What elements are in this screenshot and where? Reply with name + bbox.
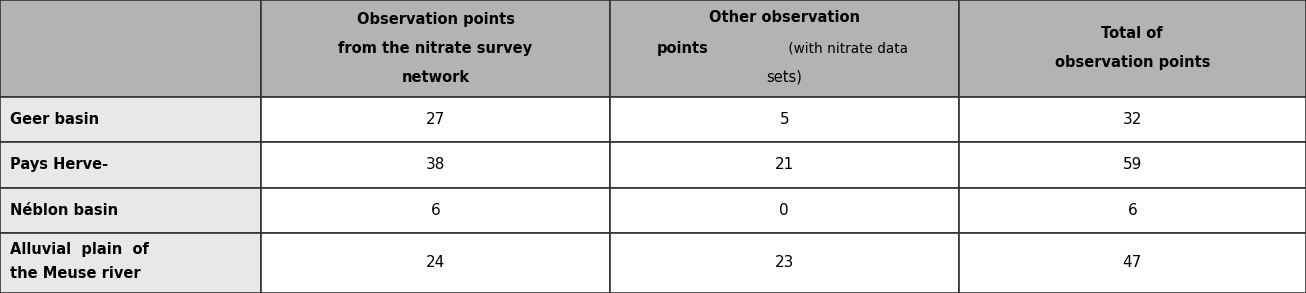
Bar xyxy=(0,233,261,293)
Text: the Meuse river: the Meuse river xyxy=(10,266,141,281)
Text: 21: 21 xyxy=(774,157,794,172)
Bar xyxy=(261,97,610,142)
Text: 59: 59 xyxy=(1123,157,1141,172)
Text: (with nitrate data: (with nitrate data xyxy=(784,41,908,55)
Bar xyxy=(610,97,959,142)
Bar xyxy=(610,233,959,293)
Text: points: points xyxy=(657,41,708,56)
Bar xyxy=(959,97,1306,142)
Text: 32: 32 xyxy=(1123,112,1141,127)
Text: Observation points: Observation points xyxy=(357,12,515,27)
Bar xyxy=(610,0,959,97)
Text: 6: 6 xyxy=(431,203,440,218)
Bar xyxy=(610,188,959,233)
Text: observation points: observation points xyxy=(1054,55,1211,70)
Bar xyxy=(610,142,959,188)
Bar xyxy=(261,188,610,233)
Text: 23: 23 xyxy=(774,255,794,270)
Text: Alluvial  plain  of: Alluvial plain of xyxy=(10,242,149,257)
Text: 24: 24 xyxy=(426,255,445,270)
Bar xyxy=(959,142,1306,188)
Bar xyxy=(959,188,1306,233)
Text: 0: 0 xyxy=(780,203,789,218)
Text: 5: 5 xyxy=(780,112,789,127)
Text: Geer basin: Geer basin xyxy=(10,112,99,127)
Text: 38: 38 xyxy=(426,157,445,172)
Text: Pays Herve-: Pays Herve- xyxy=(10,157,108,172)
Bar xyxy=(959,0,1306,97)
Text: 6: 6 xyxy=(1127,203,1138,218)
Bar xyxy=(261,142,610,188)
Text: network: network xyxy=(401,70,470,85)
Bar xyxy=(0,142,261,188)
Bar xyxy=(261,0,610,97)
Bar xyxy=(0,97,261,142)
Text: 47: 47 xyxy=(1123,255,1141,270)
Text: Total of: Total of xyxy=(1101,26,1164,41)
Bar xyxy=(959,233,1306,293)
Bar xyxy=(261,233,610,293)
Text: Other observation: Other observation xyxy=(709,10,859,25)
Text: Néblon basin: Néblon basin xyxy=(10,203,119,218)
Bar xyxy=(0,0,261,97)
Text: from the nitrate survey: from the nitrate survey xyxy=(338,41,533,56)
Bar xyxy=(0,188,261,233)
Text: 27: 27 xyxy=(426,112,445,127)
Text: sets): sets) xyxy=(767,70,802,85)
